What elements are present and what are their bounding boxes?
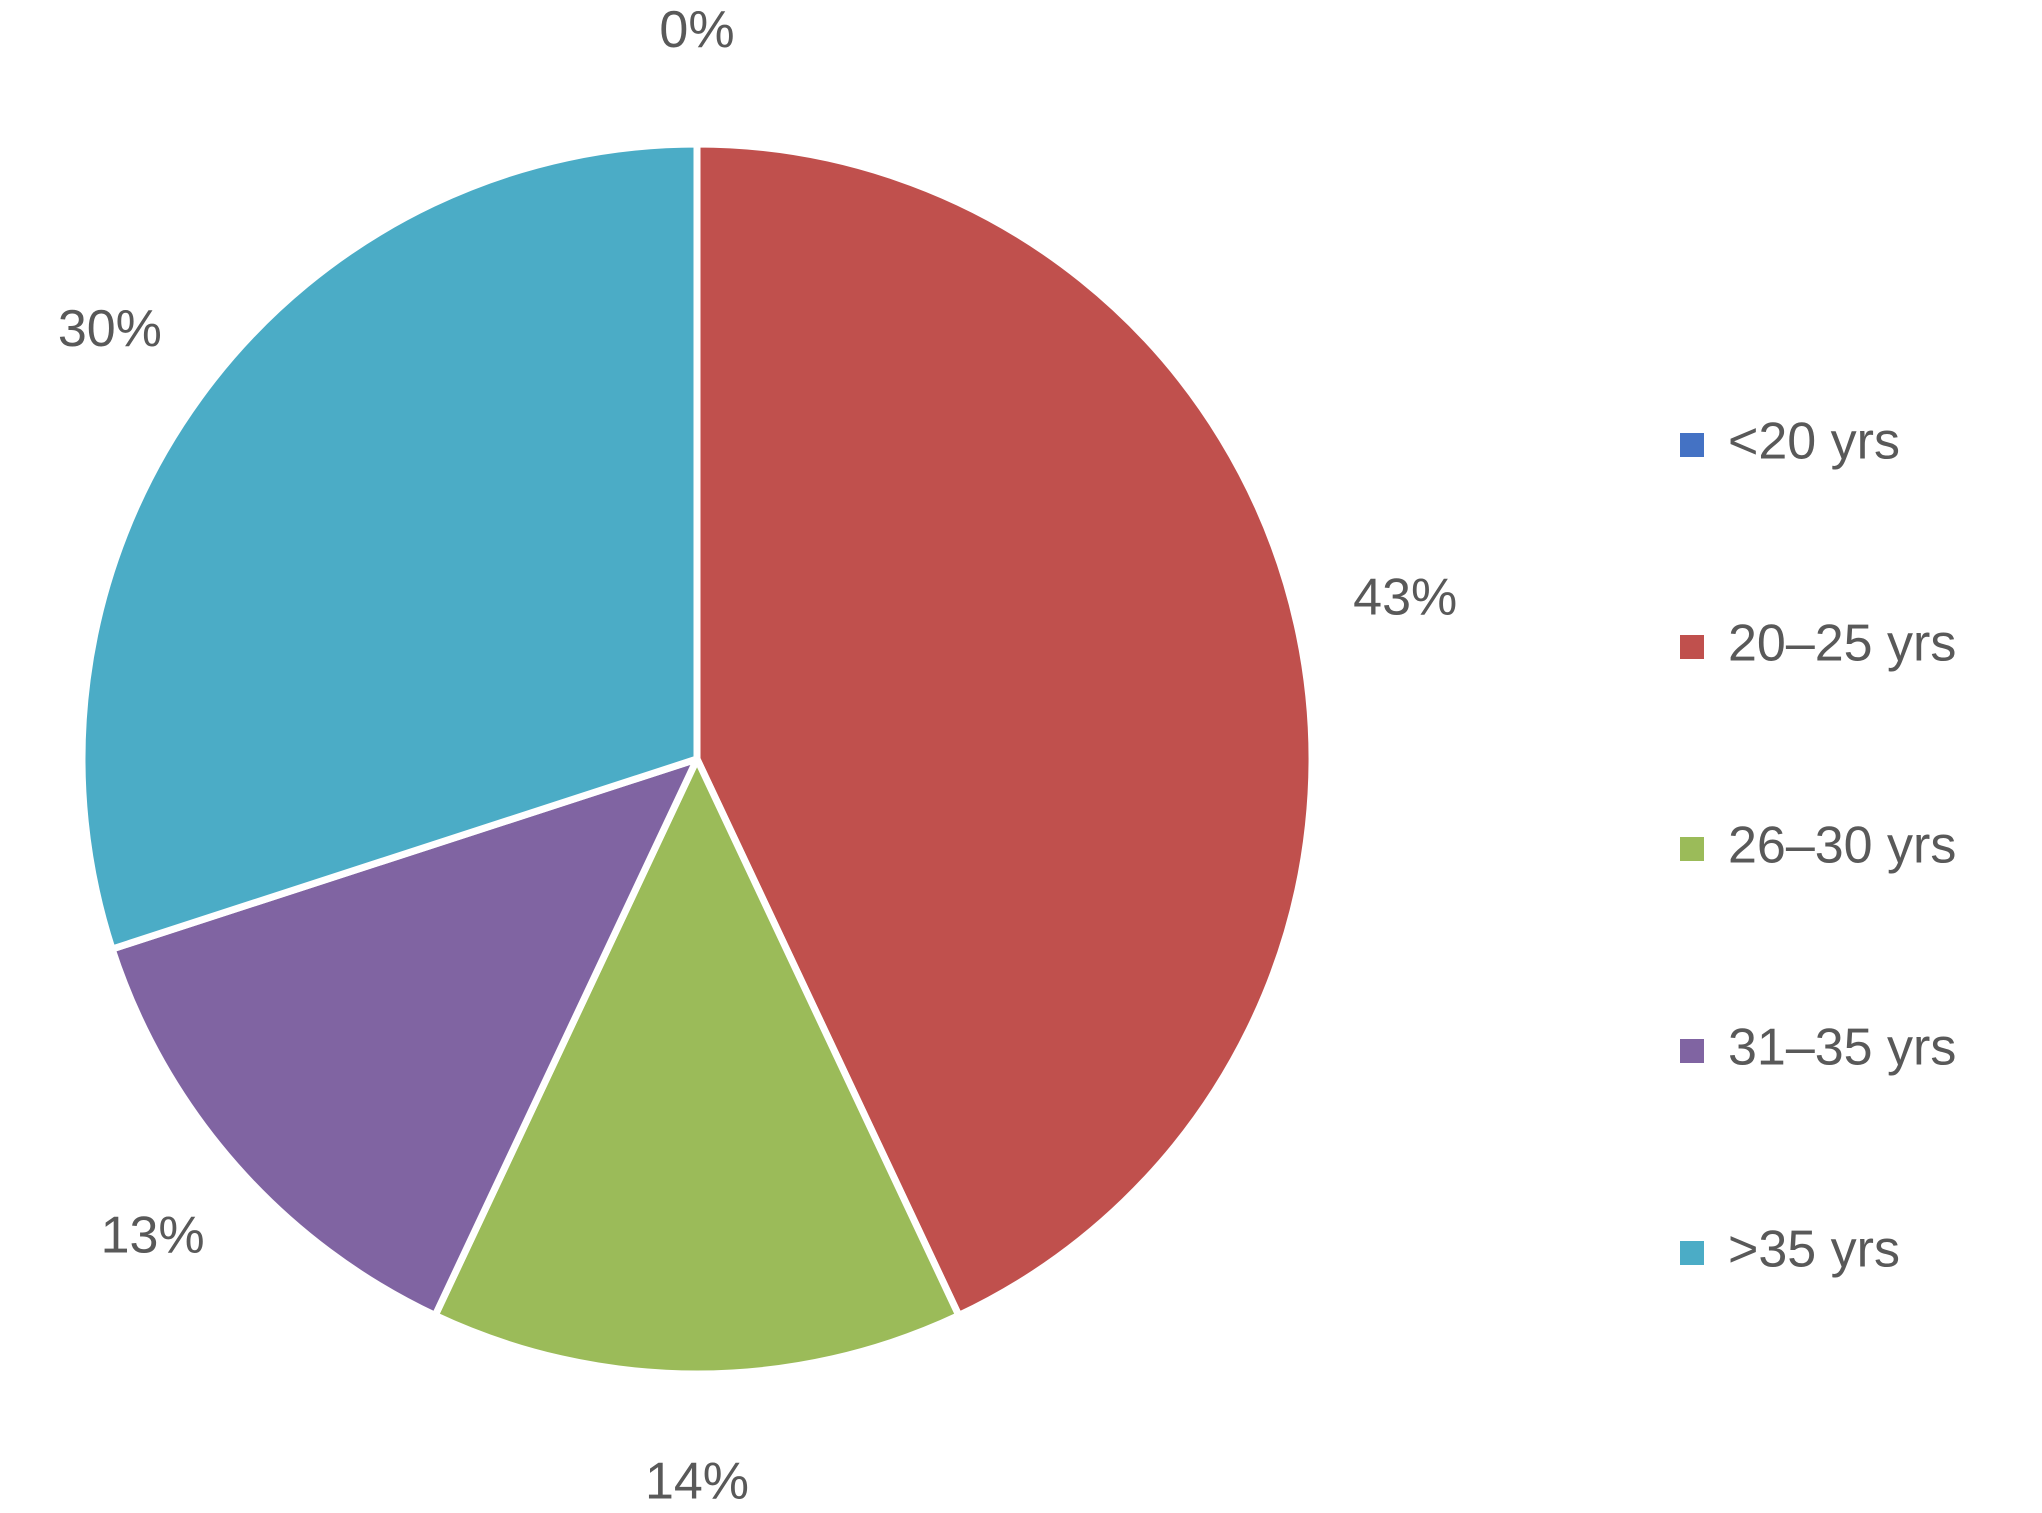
legend-label: <20 yrs: [1728, 413, 1900, 471]
legend-label: >35 yrs: [1728, 1221, 1900, 1279]
data-label: 30%: [58, 300, 162, 358]
legend: <20 yrs 20–25 yrs 26–30 yrs 31–35 yrs >35 yr…: [1680, 413, 1956, 1279]
legend-swatch: [1680, 433, 1704, 457]
pie-slice: [78, 140, 701, 953]
data-label: 14%: [645, 1452, 749, 1510]
pie-slice: [108, 755, 701, 1319]
legend-swatch: [1680, 635, 1704, 659]
data-label: 43%: [1353, 568, 1457, 626]
data-label: 0%: [659, 1, 734, 59]
pie: [78, 140, 1316, 1378]
legend-label: 26–30 yrs: [1728, 817, 1956, 875]
legend-label: 20–25 yrs: [1728, 615, 1956, 673]
legend-swatch: [1680, 837, 1704, 861]
data-label: 13%: [101, 1207, 205, 1265]
legend-swatch: [1680, 1039, 1704, 1063]
legend-swatch: [1680, 1241, 1704, 1265]
data-labels: 0% 43% 14% 13% 30%: [58, 1, 1457, 1510]
pie-slice: [693, 140, 1316, 1319]
legend-label: 31–35 yrs: [1728, 1019, 1956, 1077]
pie-slice: [431, 755, 963, 1378]
